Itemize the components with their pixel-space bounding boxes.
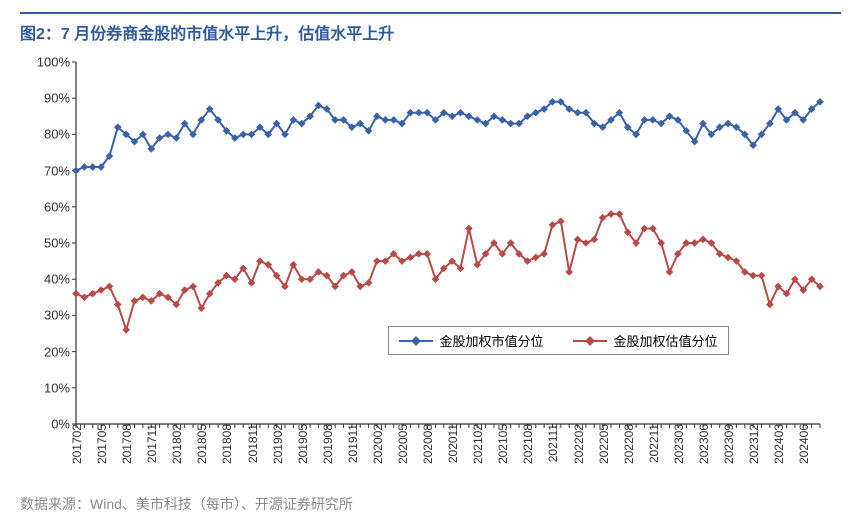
legend-item: 金股加权估值分位: [573, 331, 717, 350]
x-tick-label: 201702: [68, 424, 84, 464]
y-tick-label: 10%: [44, 380, 76, 395]
x-tick-label: 201905: [294, 424, 310, 464]
y-tick-label: 70%: [44, 163, 76, 178]
y-tick-label: 80%: [44, 127, 76, 142]
y-tick-label: 20%: [44, 344, 76, 359]
x-tick-label: 202303: [670, 424, 686, 464]
y-tick-label: 30%: [44, 308, 76, 323]
y-tick-label: 100%: [37, 55, 76, 70]
x-tick-label: 202205: [595, 424, 611, 464]
x-tick-label: 202208: [620, 424, 636, 464]
plot-area: 金股加权市值分位金股加权估值分位 0%10%20%30%40%50%60%70%…: [76, 62, 820, 424]
chart-container: 金股加权市值分位金股加权估值分位 0%10%20%30%40%50%60%70%…: [20, 54, 840, 484]
chart-title: 图2：7 月份券商金股的市值水平上升，估值水平上升: [20, 26, 394, 43]
legend-swatch: [399, 336, 433, 346]
x-tick-label: 201705: [93, 424, 109, 464]
legend-item: 金股加权市值分位: [399, 331, 543, 350]
x-tick-label: 201711: [143, 424, 159, 463]
x-tick-label: 201911: [344, 424, 360, 463]
x-tick-label: 202309: [720, 424, 736, 464]
x-tick-label: 202008: [419, 424, 435, 464]
y-tick-label: 50%: [44, 236, 76, 251]
x-tick-label: 201708: [118, 424, 134, 464]
x-tick-label: 202002: [369, 424, 385, 464]
legend-label: 金股加权市值分位: [439, 331, 543, 350]
y-tick-label: 60%: [44, 199, 76, 214]
legend-label: 金股加权估值分位: [613, 331, 717, 350]
x-tick-label: 201808: [218, 424, 234, 464]
source-text: 数据来源：Wind、美市科技（每市）、开源证券研究所: [20, 496, 353, 512]
x-tick-label: 202306: [695, 424, 711, 464]
y-tick-label: 90%: [44, 91, 76, 106]
x-tick-label: 201805: [193, 424, 209, 464]
y-tick-label: 40%: [44, 272, 76, 287]
x-tick-label: 201908: [319, 424, 335, 464]
x-tick-label: 202011: [444, 424, 460, 463]
chart-svg: [76, 62, 820, 424]
x-tick-label: 201902: [269, 424, 285, 464]
x-tick-label: 202105: [494, 424, 510, 464]
x-tick-label: 202406: [795, 424, 811, 464]
legend: 金股加权市值分位 金股加权估值分位: [388, 326, 728, 355]
x-tick-label: 201811: [244, 424, 260, 463]
x-tick-label: 202005: [394, 424, 410, 464]
x-tick-label: 202211: [645, 424, 661, 463]
x-tick-label: 202102: [469, 424, 485, 464]
x-tick-label: 202111: [544, 424, 560, 462]
x-tick-label: 202108: [519, 424, 535, 464]
x-tick-label: 202312: [745, 424, 761, 464]
x-tick-label: 202403: [770, 424, 786, 464]
legend-swatch: [573, 336, 607, 346]
x-tick-label: 202202: [570, 424, 586, 464]
x-tick-label: 201802: [168, 424, 184, 464]
